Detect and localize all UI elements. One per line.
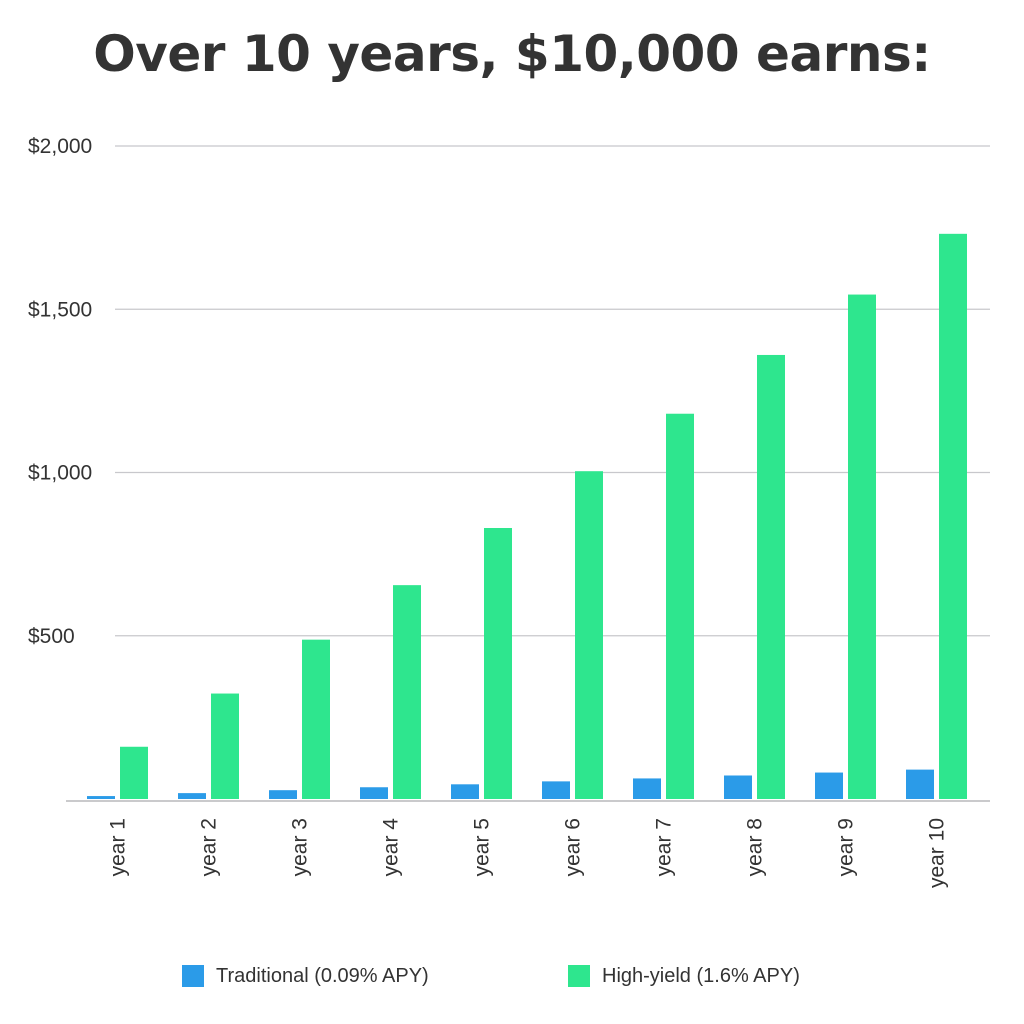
tick-labels: $500 $1,000 $1,500 $2,000 year 1 year 2 year 3… [28, 135, 949, 888]
x-tick-label: year 7 [653, 818, 676, 876]
x-tick-label: year 9 [835, 818, 858, 876]
x-tick-label: year 10 [926, 818, 949, 888]
grid-lines [115, 145, 990, 637]
bar-traditional-6 [542, 781, 570, 799]
bar-traditional-7 [633, 778, 661, 799]
bar-high-yield-9 [848, 294, 876, 799]
y-tick-label: $1,500 [28, 298, 92, 321]
bar-traditional-8 [724, 775, 752, 799]
bar-high-yield-1 [120, 746, 148, 799]
bar-traditional-3 [269, 790, 297, 799]
legend-swatch-traditional [182, 965, 204, 987]
bar-traditional-10 [906, 769, 934, 799]
x-tick-label: year 2 [198, 818, 221, 876]
bar-high-yield-2 [211, 693, 239, 799]
bar-traditional-9 [815, 772, 843, 799]
bar-high-yield-6 [575, 471, 603, 799]
bar-high-yield-3 [302, 639, 330, 799]
y-tick-label: $500 [28, 625, 75, 648]
bars [87, 233, 967, 800]
bar-high-yield-8 [757, 354, 785, 799]
y-tick-label: $1,000 [28, 462, 92, 485]
x-tick-label: year 4 [380, 818, 403, 877]
legend-item-traditional: Traditional (0.09% APY) [182, 958, 429, 994]
bar-high-yield-4 [393, 585, 421, 799]
x-tick-label: year 3 [289, 818, 312, 876]
legend: Traditional (0.09% APY) High-yield (1.6%… [0, 958, 1024, 994]
x-tick-label: year 6 [562, 818, 585, 876]
bar-traditional-5 [451, 784, 479, 799]
y-tick-label: $2,000 [28, 135, 92, 158]
legend-label-traditional: Traditional (0.09% APY) [216, 964, 429, 987]
legend-label-high-yield: High-yield (1.6% APY) [602, 964, 800, 987]
x-tick-label: year 1 [107, 818, 130, 876]
legend-item-high-yield: High-yield (1.6% APY) [568, 958, 800, 994]
bar-traditional-4 [360, 787, 388, 799]
bar-traditional-2 [178, 793, 206, 799]
x-tick-label: year 5 [471, 818, 494, 876]
bar-traditional-1 [87, 796, 115, 799]
bar-high-yield-10 [939, 233, 967, 800]
chart-title: Over 10 years, $10,000 earns: [93, 25, 931, 83]
bar-high-yield-7 [666, 413, 694, 799]
bar-high-yield-5 [484, 528, 512, 799]
x-tick-label: year 8 [744, 818, 767, 876]
legend-swatch-high-yield [568, 965, 590, 987]
